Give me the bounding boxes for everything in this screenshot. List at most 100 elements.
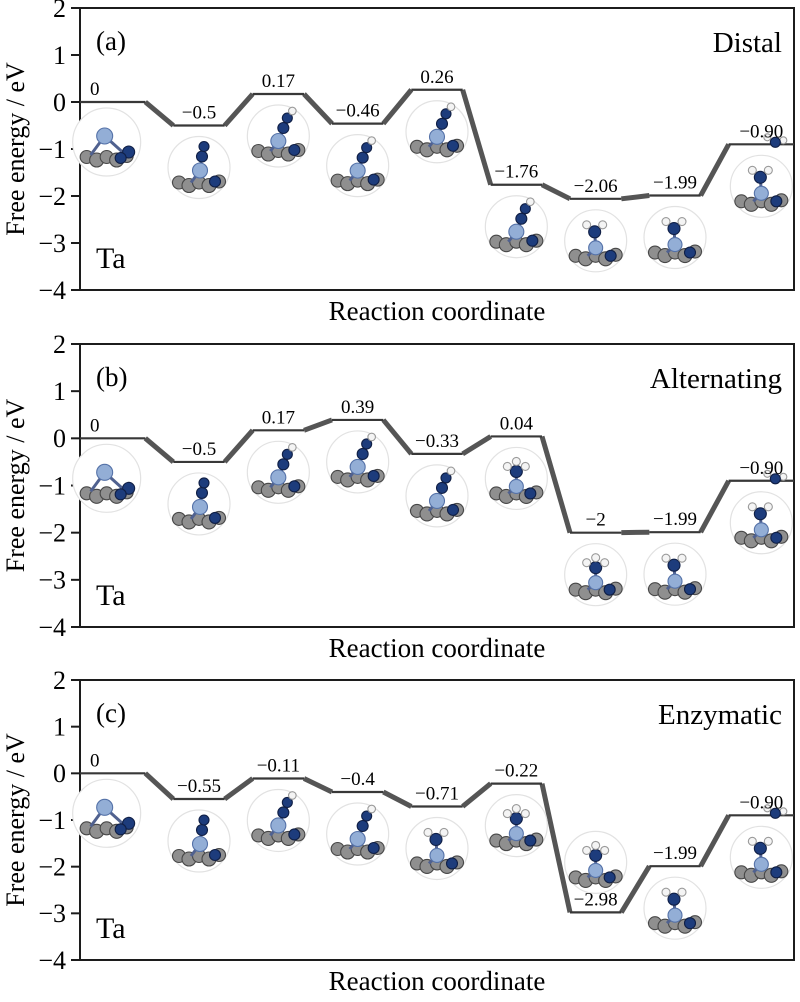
step-connector: [225, 430, 253, 462]
y-tick-label: 1: [53, 41, 66, 70]
atom-L: [668, 238, 682, 252]
atom-W: [748, 503, 756, 511]
atom-W: [521, 462, 529, 470]
n2h-icon: [247, 105, 309, 167]
mechanism-label: Distal: [713, 27, 782, 59]
catalyst-label: Ta: [96, 242, 126, 275]
panel-letter: (c): [96, 698, 126, 728]
atom-B: [685, 247, 696, 258]
panel-letter: (b): [96, 362, 127, 392]
atom-B: [604, 872, 615, 883]
atom-B: [525, 835, 536, 846]
step-connector: [542, 185, 570, 199]
atom-B: [605, 250, 616, 261]
atom-B: [437, 482, 448, 493]
atom-L: [509, 224, 524, 239]
atom-L: [193, 163, 208, 178]
atom-B: [771, 867, 782, 878]
atom-B: [199, 142, 209, 152]
atom-B: [289, 145, 300, 156]
atom-B: [685, 918, 696, 929]
atom-W: [662, 554, 670, 562]
atom-L: [271, 134, 286, 149]
atom-B: [197, 151, 208, 162]
n2-icon: [168, 137, 230, 199]
atom-L: [668, 574, 682, 588]
atom-L: [271, 470, 286, 485]
panel-letter: (a): [96, 26, 126, 56]
energy-value-label: −0.33: [415, 431, 459, 452]
atom-B: [368, 843, 379, 854]
atom-B: [199, 815, 209, 825]
slab-icon: [73, 444, 141, 512]
energy-value-label: −0.55: [177, 776, 221, 797]
atom-L: [589, 576, 603, 590]
n2h-icon: [247, 441, 309, 503]
n2h-icon: [406, 101, 468, 163]
atom-W: [503, 462, 511, 470]
y-tick-label: 1: [53, 377, 66, 406]
energy-value-label: −1.76: [494, 162, 538, 183]
atom-W: [512, 805, 520, 813]
atom-B: [210, 850, 221, 861]
y-tick-label: −2: [38, 853, 66, 882]
nh2-icon: [565, 210, 627, 272]
atom-W: [583, 221, 591, 229]
nh3-icon: [485, 795, 547, 857]
atom-B: [357, 448, 368, 459]
atom-L: [430, 129, 445, 144]
energy-value-label: −0.90: [739, 792, 783, 813]
nh3-icon: [565, 544, 627, 606]
energy-value-label: 0: [90, 750, 100, 771]
atom-B: [115, 153, 126, 164]
energy-value-label: 0.04: [500, 413, 534, 434]
step-connector: [621, 196, 649, 199]
atom-B: [668, 223, 680, 235]
catalyst-label: Ta: [96, 579, 126, 612]
n2h-icon: [485, 196, 547, 258]
atom-B: [368, 174, 379, 185]
y-tick-label: −4: [38, 613, 66, 642]
atom-B: [448, 504, 459, 515]
atom-W: [440, 828, 448, 836]
atom-W: [447, 103, 455, 111]
atom-L: [589, 241, 603, 255]
energy-value-label: −2: [586, 510, 606, 531]
y-tick-label: −4: [38, 946, 66, 975]
atom-W: [764, 503, 772, 511]
nh2-icon: [644, 877, 706, 939]
atom-B: [771, 196, 782, 207]
energy-value-label: 0: [90, 79, 100, 100]
mechanism-label: Alternating: [650, 363, 782, 395]
y-tick-label: 1: [53, 713, 66, 742]
step-connector: [542, 784, 570, 913]
atom-W: [512, 457, 520, 465]
step-connector: [701, 144, 729, 195]
energy-value-label: 0.17: [262, 407, 295, 428]
y-axis-title: Free energy / eV: [1, 733, 30, 907]
energy-value-label: 0.17: [262, 71, 295, 92]
energy-value-label: 0.26: [420, 67, 453, 88]
y-tick-label: 2: [53, 666, 66, 695]
y-tick-label: −2: [38, 519, 66, 548]
atom-W: [764, 837, 772, 845]
atom-W: [289, 444, 297, 452]
atom-B: [516, 213, 527, 224]
atom-B: [527, 235, 538, 246]
energy-value-label: −0.5: [182, 103, 216, 124]
atom-B: [754, 171, 766, 183]
energy-value-label: −2.06: [574, 176, 618, 197]
n2h-icon: [406, 465, 468, 527]
step-connector: [304, 778, 332, 792]
atom-L: [193, 837, 208, 852]
atom-W: [521, 810, 529, 818]
y-tick-label: 2: [53, 330, 66, 359]
y-tick-label: −1: [38, 135, 66, 164]
y-tick-label: −4: [38, 276, 66, 305]
atom-L: [754, 523, 768, 537]
atom-B: [590, 562, 602, 574]
energy-value-label: −0.90: [739, 458, 783, 479]
atom-W: [503, 810, 511, 818]
atom-B: [289, 481, 300, 492]
